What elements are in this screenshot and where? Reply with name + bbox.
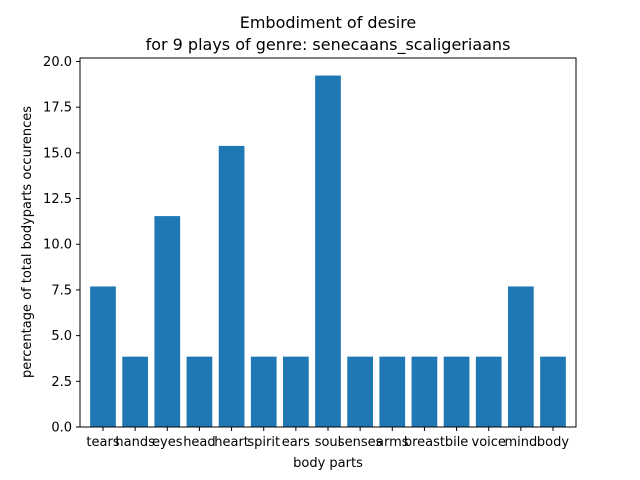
x-tick-label: arms — [376, 435, 409, 450]
x-tick-label: breast — [404, 435, 445, 450]
x-tick-label: voice — [472, 435, 506, 450]
x-tick-label: senses — [338, 435, 383, 450]
x-tick-label: soul — [315, 435, 342, 450]
bar-head — [186, 356, 213, 427]
bar-hands — [122, 356, 148, 427]
x-tick-label: body — [537, 435, 569, 450]
y-tick-label: 0.0 — [51, 421, 72, 436]
x-tick-label: spirit — [247, 435, 280, 450]
chart-title-line2: for 9 plays of genre: senecaans_scaliger… — [146, 35, 511, 55]
bar-breast — [411, 356, 438, 427]
bar-eyes — [154, 216, 181, 427]
y-tick-label: 2.5 — [51, 375, 72, 390]
plot-frame — [79, 57, 577, 428]
bar-bile — [443, 356, 470, 427]
bars-group — [90, 75, 566, 428]
x-axis-label: body parts — [293, 456, 363, 471]
bar-arms — [379, 356, 406, 427]
y-axis-ticks: 0.0 2.5 5.0 7.5 10.0 12.5 15.0 17.5 20.0 — [43, 55, 80, 436]
bar-ears — [283, 356, 309, 427]
x-tick-label: tears — [86, 435, 119, 450]
x-tick-label: ears — [282, 435, 310, 450]
bar-mind — [508, 286, 534, 427]
y-tick-label: 5.0 — [51, 329, 72, 344]
bar-senses — [347, 356, 373, 427]
bar-body — [540, 356, 566, 427]
x-tick-label: heart — [214, 435, 249, 450]
x-tick-label: head — [183, 435, 215, 450]
bar-soul — [315, 75, 341, 428]
y-axis-label: percentage of total bodyparts occurences — [20, 106, 35, 378]
bar-heart — [218, 145, 245, 427]
x-tick-label: mind — [504, 435, 537, 450]
y-tick-label: 20.0 — [43, 55, 72, 70]
bar-tears — [90, 286, 116, 427]
y-tick-label: 15.0 — [43, 146, 72, 161]
x-tick-label: bile — [445, 435, 468, 450]
x-tick-label: hands — [115, 435, 155, 450]
x-tick-label: eyes — [152, 435, 183, 450]
bar-spirit — [250, 356, 277, 427]
bar-voice — [475, 356, 502, 427]
chart-title-line1: Embodiment of desire — [240, 13, 417, 32]
y-tick-label: 17.5 — [43, 101, 72, 116]
y-tick-label: 10.0 — [43, 238, 72, 253]
y-tick-label: 12.5 — [43, 192, 72, 207]
y-tick-label: 7.5 — [51, 283, 72, 298]
